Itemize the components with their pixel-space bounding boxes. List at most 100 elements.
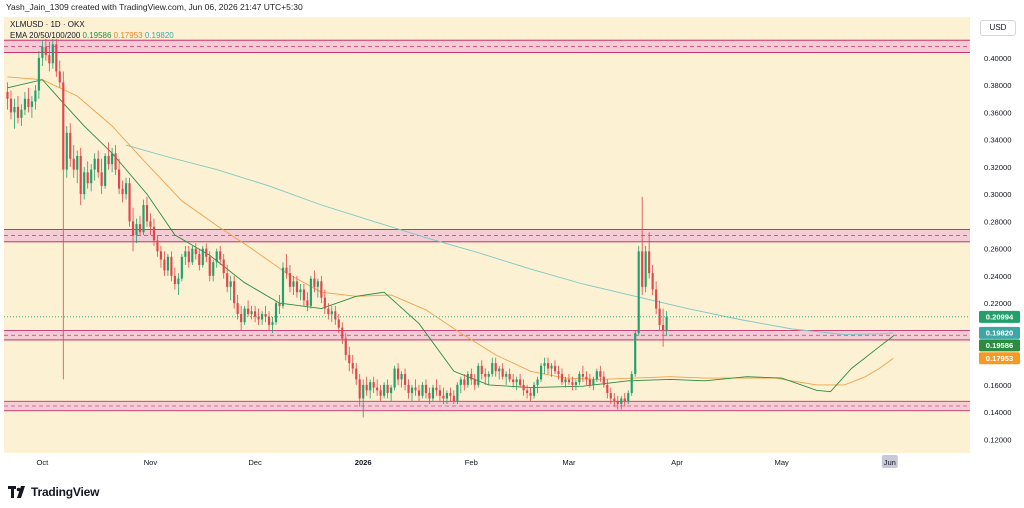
candle xyxy=(65,126,68,178)
price-tick-label: 0.40000 xyxy=(984,54,1011,63)
candle-body xyxy=(48,55,51,64)
candle-body xyxy=(424,384,428,394)
candle-body xyxy=(83,172,86,195)
candle xyxy=(431,384,435,402)
candle-body xyxy=(550,365,553,369)
time-tick-label: Jun xyxy=(884,458,896,467)
candle-body xyxy=(532,384,536,396)
candle-body xyxy=(299,289,302,293)
candle xyxy=(194,243,197,260)
candle-body xyxy=(152,226,156,241)
candle xyxy=(341,322,344,344)
candle xyxy=(240,305,243,331)
candle-body xyxy=(592,379,595,385)
candle-body xyxy=(121,188,124,195)
candle xyxy=(355,363,358,385)
candle xyxy=(121,180,124,203)
candle-body xyxy=(414,387,417,391)
candle xyxy=(539,363,543,383)
candle xyxy=(403,368,407,391)
candle xyxy=(337,314,340,334)
candle xyxy=(477,363,480,388)
candle xyxy=(281,262,285,309)
candle xyxy=(138,215,142,235)
candle-body xyxy=(529,393,532,396)
candle xyxy=(487,371,490,385)
candle-body xyxy=(104,155,107,186)
candle xyxy=(383,382,386,399)
candle-body xyxy=(466,373,469,385)
candle xyxy=(519,373,522,388)
candle-body xyxy=(431,387,435,399)
candle xyxy=(421,382,424,399)
candle-body xyxy=(526,390,529,394)
chart-legend: XLMUSD · 1D · OKX EMA 20/50/100/200 0.19… xyxy=(10,20,174,41)
time-highlight xyxy=(881,455,898,468)
time-tick-label: Feb xyxy=(465,458,478,467)
price-chart[interactable]: 0.120000.140000.160000.180000.200000.220… xyxy=(4,17,1021,476)
candle-body xyxy=(58,71,61,83)
candle-body xyxy=(27,98,30,107)
candle-body xyxy=(320,281,323,298)
ema-label: EMA 20/50/100/200 xyxy=(10,30,81,40)
candle-body xyxy=(588,379,591,385)
candle xyxy=(177,273,180,295)
price-label-ema20: 0.19586 xyxy=(979,339,1020,352)
candle-body xyxy=(484,373,487,377)
candle xyxy=(104,153,107,189)
price-label-ema50: 0.17953 xyxy=(979,352,1020,365)
candle xyxy=(560,368,564,385)
candle-body xyxy=(567,379,571,383)
candle xyxy=(97,150,100,178)
candle xyxy=(131,207,135,252)
candle xyxy=(173,267,176,290)
time-tick-label: Oct xyxy=(36,458,49,467)
candle xyxy=(247,300,250,317)
candle-body xyxy=(585,376,588,380)
candle xyxy=(250,305,253,320)
candle xyxy=(585,371,588,385)
candle-body xyxy=(445,393,448,399)
candle xyxy=(602,371,605,388)
candle xyxy=(142,199,145,235)
ema200-line xyxy=(125,144,894,335)
candle xyxy=(470,368,473,385)
candle xyxy=(581,365,584,383)
candle xyxy=(198,248,201,271)
candle xyxy=(229,275,232,301)
ema200-value: 0.19820 xyxy=(144,30,174,40)
time-tick-label: Dec xyxy=(248,458,262,467)
currency-button[interactable]: USD xyxy=(980,20,1016,36)
candle-body xyxy=(274,303,278,323)
ema-lines xyxy=(7,76,894,393)
candle xyxy=(114,145,117,176)
candle-body xyxy=(494,363,497,372)
candle-body xyxy=(240,314,243,323)
candle-body xyxy=(9,98,13,113)
candle-body xyxy=(65,132,68,170)
candle xyxy=(550,363,553,377)
candle-body xyxy=(212,262,215,276)
candle xyxy=(208,251,211,282)
candle xyxy=(285,254,288,279)
candle xyxy=(365,376,368,396)
candle-body xyxy=(344,338,347,355)
price-label-box xyxy=(979,310,1020,323)
candle-body xyxy=(264,314,267,317)
time-axis[interactable]: Oct Nov Dec 2026 Feb Mar Apr May Jun xyxy=(36,455,898,468)
candle xyxy=(407,379,410,399)
candle-body xyxy=(267,316,271,325)
candles xyxy=(6,38,668,418)
candle-body xyxy=(254,311,257,317)
candle xyxy=(205,243,208,263)
candle-body xyxy=(595,371,598,380)
candle-body xyxy=(515,379,518,383)
candle-body xyxy=(37,57,40,91)
candle-body xyxy=(452,395,455,402)
candle-body xyxy=(156,240,159,252)
candle xyxy=(372,376,375,394)
candle-body xyxy=(295,281,299,293)
ema50-line xyxy=(7,76,894,386)
candle xyxy=(83,166,86,200)
